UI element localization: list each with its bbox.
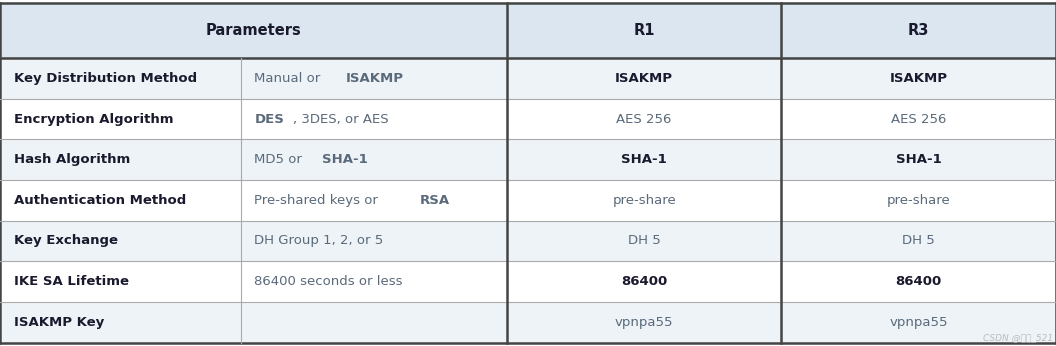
- Bar: [781, 221, 1056, 261]
- Bar: [241, 261, 507, 302]
- Bar: [0, 139, 241, 180]
- Bar: [0, 261, 241, 302]
- Bar: [507, 3, 781, 58]
- Text: ISAKMP: ISAKMP: [345, 72, 403, 85]
- Text: 86400: 86400: [621, 275, 667, 288]
- Text: ISAKMP Key: ISAKMP Key: [14, 316, 103, 329]
- Bar: [0, 302, 241, 343]
- Bar: [241, 58, 507, 99]
- Text: DES: DES: [254, 112, 284, 126]
- Bar: [0, 99, 241, 139]
- Bar: [507, 139, 781, 180]
- Bar: [781, 139, 1056, 180]
- Bar: [0, 58, 241, 99]
- Text: SHA-1: SHA-1: [895, 153, 942, 166]
- Text: SHA-1: SHA-1: [322, 153, 367, 166]
- Text: Manual or: Manual or: [254, 72, 325, 85]
- Text: vpnpa55: vpnpa55: [615, 316, 674, 329]
- Bar: [781, 99, 1056, 139]
- Text: Parameters: Parameters: [206, 23, 301, 38]
- Text: DH 5: DH 5: [902, 235, 936, 247]
- Bar: [0, 180, 241, 221]
- Bar: [241, 221, 507, 261]
- Text: ISAKMP: ISAKMP: [616, 72, 673, 85]
- Text: AES 256: AES 256: [891, 112, 946, 126]
- Text: AES 256: AES 256: [617, 112, 672, 126]
- Text: RSA: RSA: [420, 194, 450, 207]
- Text: IKE SA Lifetime: IKE SA Lifetime: [14, 275, 129, 288]
- Text: R3: R3: [908, 23, 929, 38]
- Bar: [507, 302, 781, 343]
- Bar: [241, 99, 507, 139]
- Bar: [781, 302, 1056, 343]
- Bar: [241, 180, 507, 221]
- Text: Pre-shared keys or: Pre-shared keys or: [254, 194, 382, 207]
- Text: 86400: 86400: [895, 275, 942, 288]
- Text: pre-share: pre-share: [887, 194, 950, 207]
- Bar: [0, 221, 241, 261]
- Text: Key Exchange: Key Exchange: [14, 235, 117, 247]
- Bar: [507, 221, 781, 261]
- Text: ISAKMP: ISAKMP: [890, 72, 947, 85]
- Bar: [507, 261, 781, 302]
- Bar: [0, 3, 507, 58]
- Text: Authentication Method: Authentication Method: [14, 194, 186, 207]
- Text: DH 5: DH 5: [627, 235, 661, 247]
- Text: Encryption Algorithm: Encryption Algorithm: [14, 112, 173, 126]
- Bar: [781, 261, 1056, 302]
- Text: MD5 or: MD5 or: [254, 153, 306, 166]
- Text: SHA-1: SHA-1: [621, 153, 667, 166]
- Text: DH Group 1, 2, or 5: DH Group 1, 2, or 5: [254, 235, 383, 247]
- Text: pre-share: pre-share: [612, 194, 676, 207]
- Text: , 3DES, or AES: , 3DES, or AES: [294, 112, 389, 126]
- Text: 86400 seconds or less: 86400 seconds or less: [254, 275, 403, 288]
- Bar: [241, 139, 507, 180]
- Text: Key Distribution Method: Key Distribution Method: [14, 72, 196, 85]
- Text: R1: R1: [634, 23, 655, 38]
- Text: CSDN @甲壳_521: CSDN @甲壳_521: [983, 334, 1053, 343]
- Bar: [781, 58, 1056, 99]
- Bar: [781, 3, 1056, 58]
- Bar: [781, 180, 1056, 221]
- Text: vpnpa55: vpnpa55: [889, 316, 948, 329]
- Bar: [241, 302, 507, 343]
- Bar: [507, 180, 781, 221]
- Bar: [507, 99, 781, 139]
- Text: Hash Algorithm: Hash Algorithm: [14, 153, 130, 166]
- Bar: [507, 58, 781, 99]
